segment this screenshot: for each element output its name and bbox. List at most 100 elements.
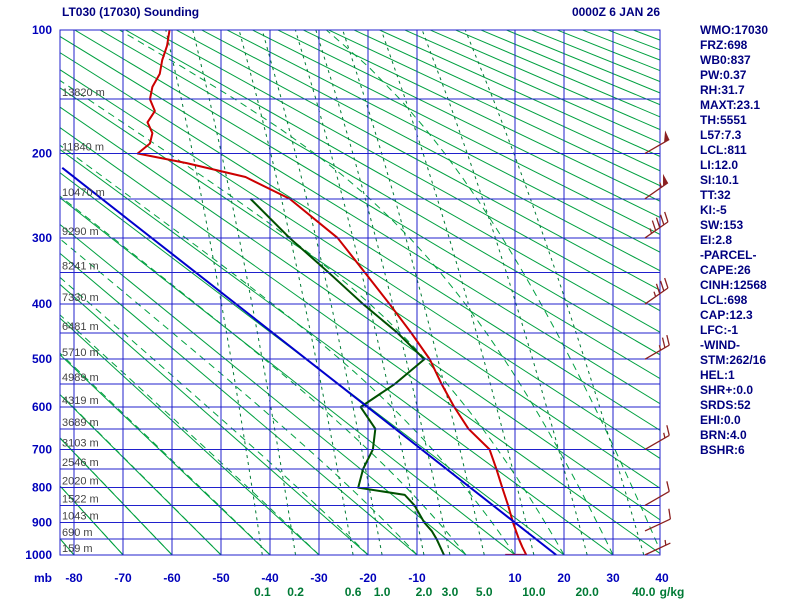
height-label: 9290 m <box>62 226 99 238</box>
dry-adiabat-line <box>60 69 660 459</box>
mixing-ratio-label: 2.0 <box>416 585 433 599</box>
temperature-label: 30 <box>606 571 620 585</box>
panel-line: WMO:17030 <box>700 23 769 37</box>
height-label: 6481 m <box>62 321 99 333</box>
moist-adiabat-line <box>60 314 320 555</box>
pressure-label: 100 <box>32 23 52 37</box>
temperature-label: 10 <box>508 571 522 585</box>
mixing-ratio-line <box>238 30 354 555</box>
mixing-ratio-line <box>315 30 451 555</box>
dry-adiabat-line <box>125 30 660 333</box>
pressure-label: 400 <box>32 297 52 311</box>
mixing-ratio-label: 10.0 <box>522 585 546 599</box>
dry-adiabat-line <box>60 197 516 555</box>
panel-line: CAP:12.3 <box>700 308 753 322</box>
dry-adiabat-line <box>353 30 660 172</box>
panel-line: LFC:-1 <box>700 323 738 337</box>
pressure-label: 200 <box>32 146 52 160</box>
panel-line: LCL:698 <box>700 293 748 307</box>
wind-barb <box>644 277 669 305</box>
panel-line: KI:-5 <box>700 203 727 217</box>
panel-line: WB0:837 <box>700 53 751 67</box>
mixing-ratio-label: 1.0 <box>374 585 391 599</box>
chart-datetime: 0000Z 6 JAN 26 <box>571 5 660 19</box>
dry-adiabat-line <box>60 127 660 555</box>
dry-adiabat-line <box>60 354 271 555</box>
panel-line: CAPE:26 <box>700 263 751 277</box>
wind-barb <box>644 173 669 200</box>
temperature-label: -60 <box>163 571 181 585</box>
height-label: 11840 m <box>62 141 104 153</box>
wind-barb <box>644 334 670 360</box>
mixing-ratio-label: 3.0 <box>442 585 459 599</box>
dry-adiabat-line <box>60 223 467 555</box>
height-label: 4989 m <box>62 372 99 384</box>
parcel-trace <box>61 167 557 555</box>
height-label: 2020 m <box>62 476 99 488</box>
panel-line: -PARCEL- <box>700 248 757 262</box>
height-label: 8241 m <box>62 261 99 273</box>
height-label: 7330 m <box>62 292 99 304</box>
height-label: 690 m <box>62 527 93 539</box>
pressure-label: 700 <box>32 442 52 456</box>
height-label: 3689 m <box>62 417 99 429</box>
height-label: 1522 m <box>62 493 99 505</box>
height-label: 13820 m <box>62 87 105 99</box>
wind-barb <box>644 130 670 155</box>
panel-line: LCL:811 <box>700 143 747 157</box>
dry-adiabat-line <box>60 52 660 431</box>
panel-line: MAXT:23.1 <box>700 98 761 112</box>
wind-barb <box>644 481 670 507</box>
height-label: 10470 m <box>62 187 105 199</box>
height-label: 5710 m <box>62 347 99 359</box>
panel-line: STM:262/16 <box>700 353 767 367</box>
dry-adiabat-line <box>60 317 320 555</box>
panel-line: TT:32 <box>700 188 731 202</box>
dry-adiabat-line <box>429 30 660 131</box>
panel-line: SRDS:52 <box>700 398 751 412</box>
dry-adiabat-line <box>60 283 369 555</box>
temperature-label: -40 <box>261 571 279 585</box>
panel-line: -WIND- <box>700 338 740 352</box>
mixing-ratio-label: 5.0 <box>476 585 493 599</box>
pressure-label: 600 <box>32 400 52 414</box>
dry-adiabat-line <box>60 106 660 521</box>
panel-line: SW:153 <box>700 218 744 232</box>
temperature-label: -10 <box>408 571 426 585</box>
temperature-label: -50 <box>212 571 230 585</box>
pressure-label: 1000 <box>25 548 52 562</box>
panel-line: TH:5551 <box>700 113 747 127</box>
mixing-ratio-label: 0.6 <box>345 585 362 599</box>
plot-area <box>60 30 660 555</box>
dry-adiabat-line <box>379 30 660 158</box>
height-label: 4319 m <box>62 395 99 407</box>
panel-line: BSHR:6 <box>700 443 745 457</box>
chart-title: LT030 (17030) Sounding <box>62 5 200 19</box>
dry-adiabat-line <box>404 30 660 144</box>
panel-line: FRZ:698 <box>700 38 748 52</box>
mixing-ratio-label: 0.2 <box>287 585 304 599</box>
mixing-ratio-unit-label: g/kg <box>660 585 685 599</box>
height-label: 3103 m <box>62 437 99 449</box>
wind-barb <box>644 211 669 239</box>
dry-adiabat-line <box>99 30 660 356</box>
moist-adiabat-line <box>60 352 271 555</box>
dry-adiabat-line <box>60 252 418 555</box>
dry-adiabat-line <box>226 30 660 253</box>
dry-adiabat-line <box>277 30 660 219</box>
dry-adiabat-line <box>175 30 660 291</box>
temperature-label: -20 <box>359 571 377 585</box>
dewpoint-trace <box>249 198 445 555</box>
pressure-label: 300 <box>32 231 52 245</box>
moist-adiabat-line <box>60 276 369 555</box>
mixing-ratio-label: 40.0 <box>632 585 656 599</box>
dry-adiabat-line <box>302 30 660 202</box>
panel-line: EI:2.8 <box>700 233 733 247</box>
pressure-label: 500 <box>32 352 52 366</box>
panel-line: SHR+:0.0 <box>700 383 754 397</box>
pressure-label: 800 <box>32 481 52 495</box>
pressure-label: 900 <box>32 516 52 530</box>
temperature-label: 20 <box>557 571 571 585</box>
